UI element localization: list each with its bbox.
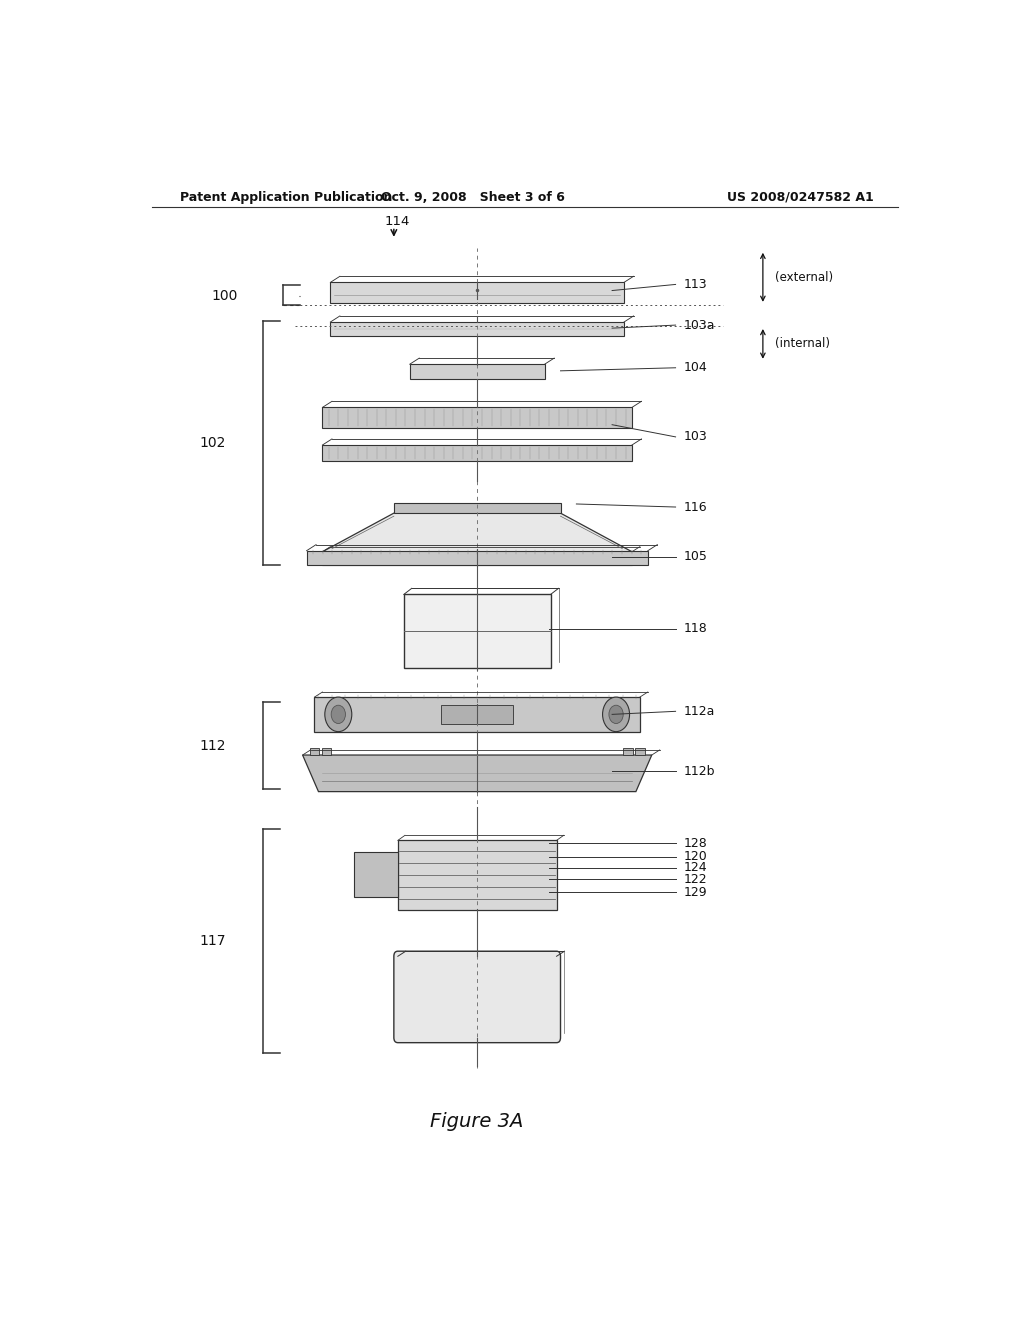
Bar <box>309 748 319 755</box>
Text: 102: 102 <box>200 436 226 450</box>
Polygon shape <box>323 513 632 552</box>
Bar <box>323 445 632 461</box>
Bar <box>322 748 331 755</box>
Bar <box>331 322 624 337</box>
Bar <box>403 594 551 668</box>
Text: 124: 124 <box>684 862 708 874</box>
Text: (internal): (internal) <box>775 338 829 350</box>
Text: 114: 114 <box>384 215 410 228</box>
Text: 103: 103 <box>684 430 708 444</box>
Circle shape <box>331 705 345 723</box>
Text: Figure 3A: Figure 3A <box>430 1113 524 1131</box>
Bar <box>635 748 645 755</box>
Circle shape <box>602 697 630 731</box>
Bar <box>323 552 632 565</box>
Text: 129: 129 <box>684 886 708 899</box>
Text: 104: 104 <box>684 362 708 375</box>
Text: US 2008/0247582 A1: US 2008/0247582 A1 <box>727 190 873 203</box>
Text: 116: 116 <box>684 500 708 513</box>
Text: 103a: 103a <box>684 318 715 331</box>
Polygon shape <box>303 755 652 792</box>
Text: 118: 118 <box>684 623 708 635</box>
Text: 112b: 112b <box>684 764 715 777</box>
Text: 100: 100 <box>211 289 238 302</box>
Bar <box>397 841 557 909</box>
Text: 105: 105 <box>684 550 708 564</box>
FancyBboxPatch shape <box>394 952 560 1043</box>
Bar <box>410 364 545 379</box>
Bar <box>354 853 397 898</box>
Text: 117: 117 <box>200 935 226 948</box>
Bar <box>306 550 648 565</box>
Bar <box>314 697 640 731</box>
Bar <box>331 282 624 302</box>
Text: 128: 128 <box>684 837 708 850</box>
Bar <box>624 748 633 755</box>
Text: 113: 113 <box>684 279 708 290</box>
Circle shape <box>609 705 624 723</box>
Text: 120: 120 <box>684 850 708 863</box>
Text: 122: 122 <box>684 873 708 886</box>
Circle shape <box>325 697 352 731</box>
Bar <box>394 503 560 513</box>
Text: Oct. 9, 2008   Sheet 3 of 6: Oct. 9, 2008 Sheet 3 of 6 <box>381 190 565 203</box>
Bar <box>323 408 632 428</box>
Bar <box>441 705 513 723</box>
Text: Patent Application Publication: Patent Application Publication <box>179 190 392 203</box>
Text: 112a: 112a <box>684 705 715 718</box>
Text: (external): (external) <box>775 271 833 284</box>
Text: 112: 112 <box>200 739 226 752</box>
